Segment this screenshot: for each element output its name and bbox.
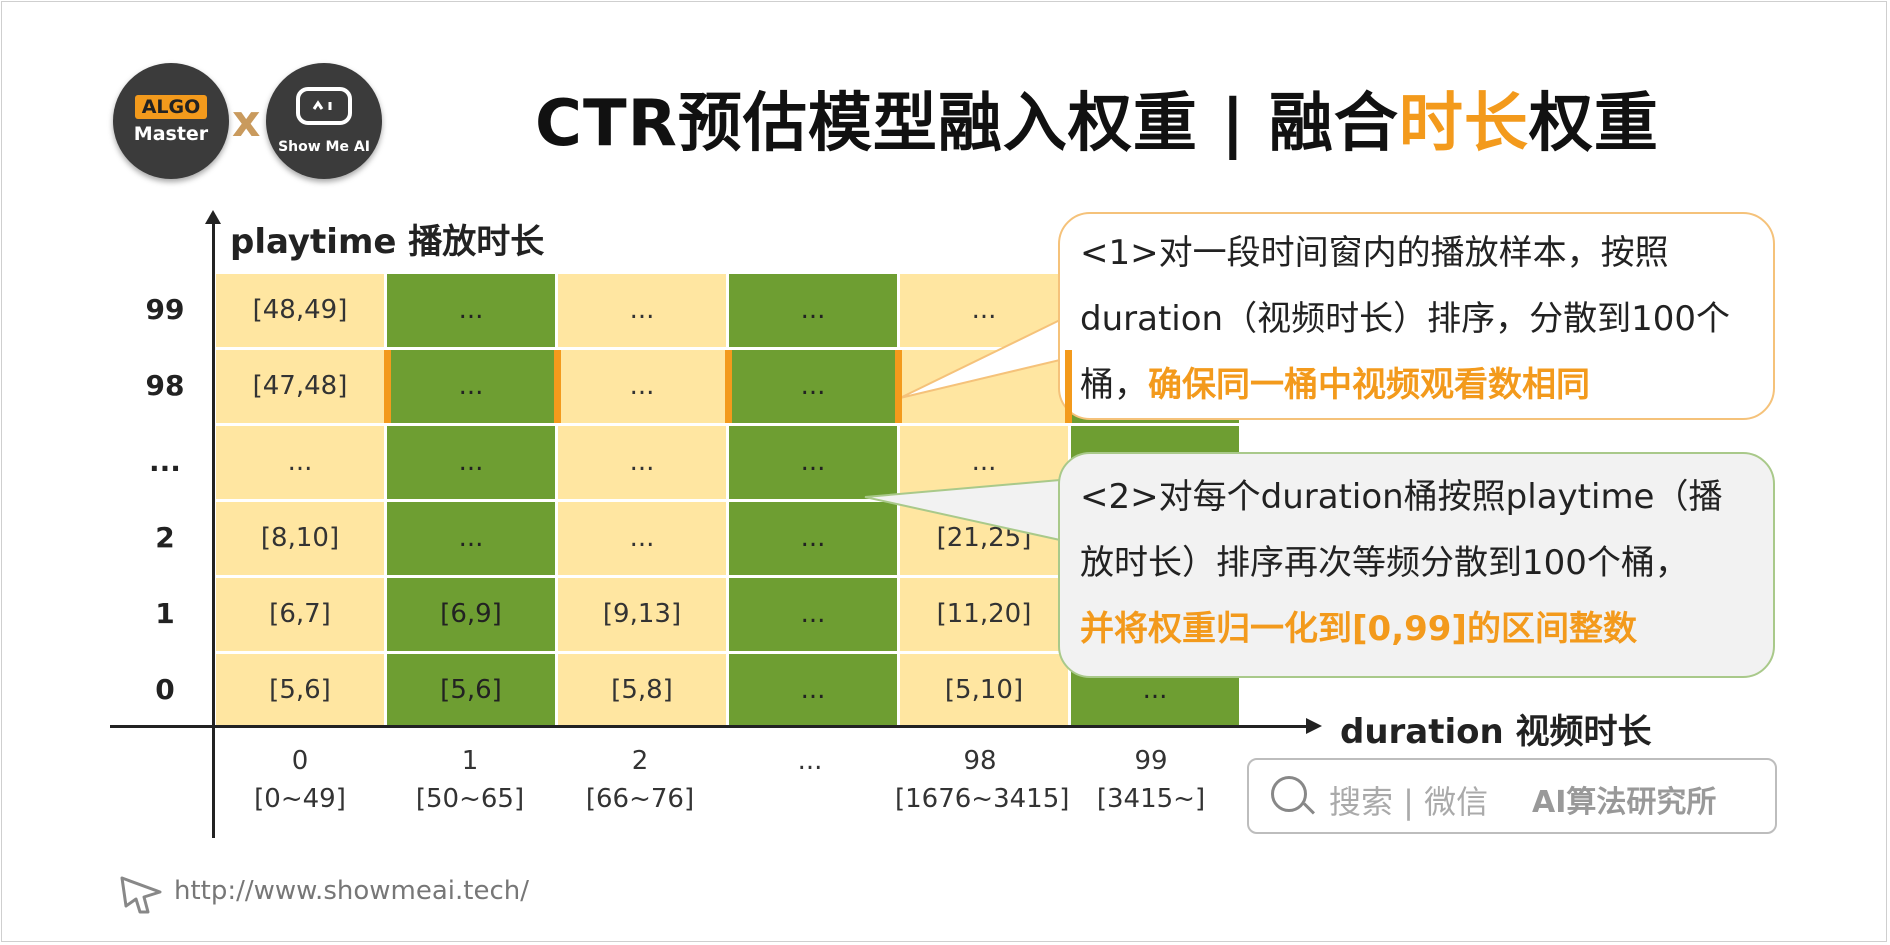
grid-cell: ... [387, 426, 555, 502]
callout-2-line2: 放时长）排序再次等频分散到100个桶， [1080, 543, 1689, 583]
grid-cell: ... [729, 502, 897, 578]
x-tick-label: 98 [1676~3415] [895, 742, 1070, 818]
algo-sub: Master [133, 123, 209, 145]
x-tick-label: 0 [0~49] [215, 742, 385, 818]
grid-cell: [48,49] [216, 274, 384, 350]
x-tick-label: 1 [50~65] [385, 742, 555, 818]
robot-face-icon [296, 87, 352, 125]
x-axis-arrow-icon [1306, 718, 1322, 734]
x-axis-title: duration 视频时长 [1340, 712, 1652, 752]
callout-2-pointer [864, 478, 1061, 542]
grid-cell: [5,8] [558, 654, 726, 730]
showmeai-sub: Show Me AI [278, 139, 370, 155]
y-axis [212, 218, 215, 838]
search-account: AI算法研究所 [1532, 785, 1717, 820]
x-tick-range: [1676~3415] [895, 784, 1070, 814]
grid-cell: ... [387, 502, 555, 578]
grid-cell: ... [216, 426, 384, 502]
x-tick-index: 2 [631, 746, 649, 776]
x-tick-range: [66~76] [585, 784, 695, 814]
x-tick-label: 99 [3415~] [1066, 742, 1236, 818]
grid-cell: [6,9] [387, 578, 555, 654]
x-tick-index: 1 [461, 746, 479, 776]
callout-1-line1: <1>对一段时间窗内的播放样本，按照 [1080, 233, 1669, 273]
grid-cell: [11,20] [900, 578, 1068, 654]
y-axis-arrow-icon [205, 210, 221, 224]
bucket-boundary-marker [1065, 350, 1072, 423]
x-tick-index: ... [797, 746, 823, 776]
grid-cell: ... [729, 274, 897, 350]
grid-cell: ... [729, 350, 897, 426]
callout-1-pointer [899, 318, 1061, 399]
search-icon [1271, 776, 1307, 812]
callout-step-2: <2>对每个duration桶按照playtime（播 放时长）排序再次等频分散… [1058, 452, 1775, 678]
x-tick-range: [0~49] [254, 784, 346, 814]
bucket-boundary-marker [554, 350, 561, 423]
callout-1-highlight: 确保同一桶中视频观看数相同 [1148, 365, 1590, 405]
title-suffix: 权重 [1528, 87, 1659, 161]
x-tick-index: 99 [1134, 746, 1168, 776]
y-tick-label: 98 [145, 369, 185, 402]
showmeai-logo: Show Me AI [266, 63, 382, 179]
search-placeholder: 搜索 | 微信 [1329, 783, 1489, 821]
y-tick-label: 0 [155, 673, 175, 706]
y-tick-label: 2 [155, 521, 175, 554]
x-tick-index: 0 [291, 746, 309, 776]
y-axis-title: playtime 播放时长 [230, 222, 545, 262]
y-tick-label: 1 [155, 597, 175, 630]
x-tick-index: 98 [963, 746, 997, 776]
grid-cell: ... [387, 350, 555, 426]
page-title: CTR预估模型融入权重 | 融合时长权重 [535, 72, 1659, 164]
y-tick-label: 99 [145, 293, 185, 326]
grid-cell: ... [387, 274, 555, 350]
grid-cell: [9,13] [558, 578, 726, 654]
callout-1-line3-prefix: 桶， [1080, 365, 1148, 405]
grid-cell: [5,6] [216, 654, 384, 730]
grid-cell: ... [558, 350, 726, 426]
callout-2-highlight: 并将权重归一化到[0,99]的区间整数 [1080, 609, 1637, 649]
x-tick-label: ... [725, 742, 895, 780]
bucket-boundary-marker [384, 350, 391, 423]
grid-cell: [5,6] [387, 654, 555, 730]
algo-tag: ALGO [135, 95, 207, 119]
bucket-boundary-marker [725, 350, 732, 423]
logo-separator: x [232, 96, 261, 147]
algo-master-logo: ALGO Master [113, 63, 229, 179]
grid-cell: ... [729, 578, 897, 654]
grid-cell: [5,10] [900, 654, 1068, 730]
cursor-icon [120, 876, 162, 914]
grid-cell: [8,10] [216, 502, 384, 578]
callout-step-1: <1>对一段时间窗内的播放样本，按照 duration（视频时长）排序，分散到1… [1058, 212, 1775, 420]
callout-1-line2: duration（视频时长）排序，分散到100个 [1080, 299, 1730, 339]
grid-cell: [47,48] [216, 350, 384, 426]
grid-cell: ... [558, 274, 726, 350]
grid-cell: ... [558, 426, 726, 502]
grid-cell: ... [729, 654, 897, 730]
footer-url[interactable]: http://www.showmeai.tech/ [174, 876, 529, 906]
grid-cell: ... [558, 502, 726, 578]
y-tick-label: ... [149, 445, 181, 478]
title-prefix: CTR预估模型融入权重 | 融合 [535, 87, 1399, 161]
callout-2-line1: <2>对每个duration桶按照playtime（播 [1080, 477, 1723, 517]
grid-cell: ... [729, 426, 897, 502]
x-tick-range: [3415~] [1096, 784, 1206, 814]
x-axis [110, 725, 1310, 728]
title-highlight: 时长 [1398, 87, 1529, 161]
bucket-boundary-marker [895, 350, 902, 423]
grid-cell: [6,7] [216, 578, 384, 654]
x-tick-label: 2 [66~76] [555, 742, 725, 818]
search-box[interactable]: 搜索 | 微信 AI算法研究所 [1247, 758, 1777, 834]
x-tick-range: [50~65] [415, 784, 525, 814]
callout-1-line3: 桶，确保同一桶中视频观看数相同 [1080, 352, 1753, 418]
